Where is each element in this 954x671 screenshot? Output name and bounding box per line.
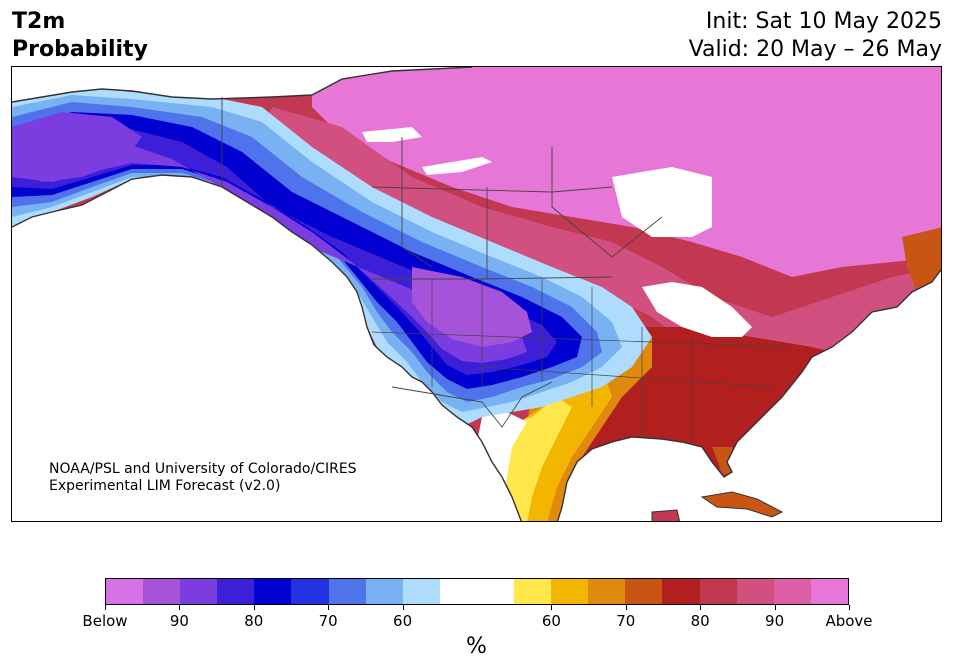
colorbar-segment [699, 579, 737, 604]
colorbar-segment [106, 579, 144, 604]
colorbar-tick-label: 90 [169, 612, 189, 630]
colorbar [105, 578, 849, 605]
colorbar-segment [810, 579, 848, 604]
colorbar-tick-label: 70 [318, 612, 338, 630]
map-title: T2m Probability [12, 8, 148, 64]
colorbar-segment [736, 579, 774, 604]
colorbar-segment [773, 579, 811, 604]
credit-line-1: NOAA/PSL and University of Colorado/CIRE… [49, 461, 357, 477]
colorbar-segment [328, 579, 366, 604]
colorbar-segment [365, 579, 403, 604]
colorbar-segment [476, 579, 515, 604]
colorbar-tick-label: 60 [393, 612, 413, 630]
credit-text: NOAA/PSL and University of Colorado/CIRE… [49, 461, 357, 495]
colorbar-tick-mark [774, 605, 776, 610]
colorbar-tick-mark [700, 605, 702, 610]
colorbar-segment [588, 579, 626, 604]
title-line-2: Probability [12, 37, 148, 62]
colorbar-segment [514, 579, 552, 604]
colorbar-segment [217, 579, 255, 604]
colorbar-unit: % [466, 634, 487, 659]
init-date: Init: Sat 10 May 2025 [705, 9, 942, 34]
colorbar-segment [402, 579, 440, 604]
colorbar-tick-label: 90 [765, 612, 785, 630]
credit-line-2: Experimental LIM Forecast (v2.0) [49, 478, 281, 494]
colorbar-tick-label: 80 [690, 612, 710, 630]
colorbar-tick-label: 80 [244, 612, 264, 630]
colorbar-segment [254, 579, 292, 604]
colorbar-tick-mark [253, 605, 255, 610]
title-line-1: T2m [12, 9, 66, 34]
colorbar-tick-label: 60 [541, 612, 561, 630]
colorbar-segment [439, 579, 477, 604]
valid-range: Valid: 20 May – 26 May [688, 37, 942, 62]
colorbar-segment [625, 579, 663, 604]
colorbar-tick-mark [402, 605, 404, 610]
probability-map [12, 67, 941, 521]
colorbar-segment [291, 579, 329, 604]
colorbar-tick-label: 70 [616, 612, 636, 630]
colorbar-tick-mark [849, 605, 850, 610]
colorbar-segment [551, 579, 589, 604]
colorbar-segment [143, 579, 181, 604]
colorbar-tick-mark [328, 605, 330, 610]
map-panel [11, 66, 942, 522]
colorbar-tick-label: Above [825, 612, 873, 630]
colorbar-tick-label: Below [82, 612, 128, 630]
colorbar-tick-mark [105, 605, 106, 610]
colorbar-tick-mark [551, 605, 553, 610]
colorbar-segment [180, 579, 218, 604]
colorbar-tick-mark [625, 605, 627, 610]
forecast-dates: Init: Sat 10 May 2025 Valid: 20 May – 26… [689, 8, 942, 64]
colorbar-segment [662, 579, 700, 604]
colorbar-tick-mark [179, 605, 181, 610]
